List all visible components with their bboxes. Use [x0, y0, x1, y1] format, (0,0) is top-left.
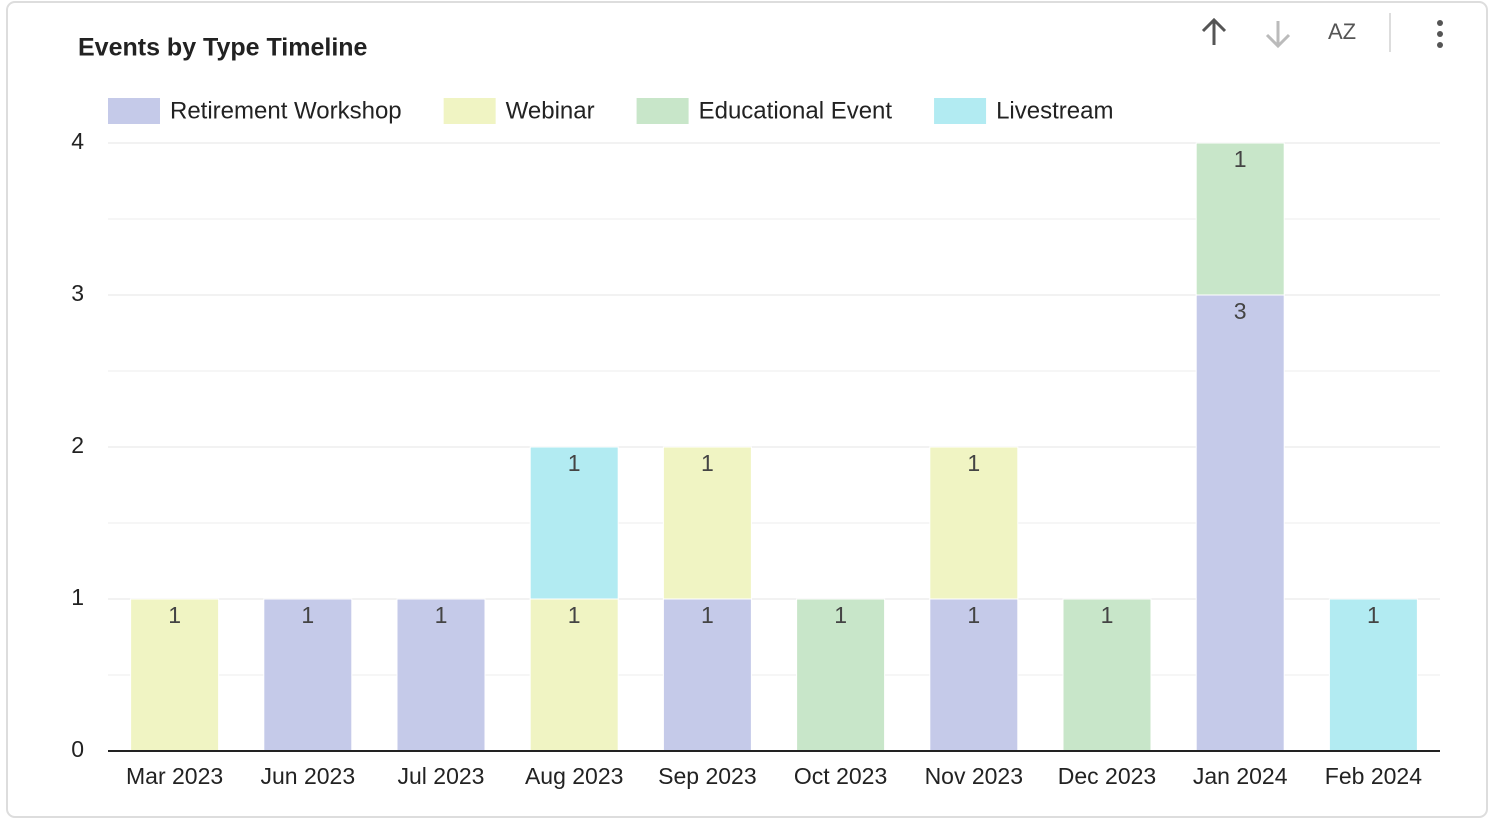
x-tick-label: Aug 2023: [525, 763, 623, 789]
bar-segment: [529, 446, 619, 600]
sort-ascending[interactable]: [1201, 17, 1227, 45]
data-label: 1: [168, 602, 181, 628]
legend-swatch: [636, 98, 689, 124]
y-tick-label: 4: [71, 128, 84, 154]
legend-swatch: [443, 98, 496, 124]
data-label: 1: [834, 602, 847, 628]
y-tick-label: 3: [71, 280, 84, 306]
x-tick-label: Nov 2023: [925, 763, 1023, 789]
y-tick-label: 1: [71, 584, 84, 610]
data-label: 1: [701, 450, 714, 476]
legend-label: Webinar: [506, 97, 595, 124]
bar-segment: [662, 446, 752, 600]
data-label: 1: [568, 450, 581, 476]
data-label: 1: [1101, 602, 1114, 628]
bar-segment: [130, 598, 220, 752]
bar-segment: [929, 598, 1019, 752]
y-tick-label: 2: [71, 432, 84, 458]
legend-label: Livestream: [996, 97, 1113, 124]
legend-swatch: [934, 98, 987, 124]
data-label: 1: [701, 602, 714, 628]
legend-swatch: [108, 98, 160, 124]
data-label: 1: [1367, 602, 1380, 628]
legend-label: Retirement Workshop: [170, 97, 402, 124]
more-menu[interactable]: [1437, 20, 1443, 48]
sort-descending[interactable]: [1265, 21, 1291, 49]
bar-segment: [1195, 294, 1285, 752]
bar-segment: [1328, 598, 1418, 752]
data-label: 1: [568, 602, 581, 628]
data-label: 1: [435, 602, 448, 628]
legend-label: Educational Event: [699, 97, 893, 124]
bar-segment: [929, 446, 1019, 600]
data-label: 1: [1234, 146, 1247, 172]
chart-title: Events by Type Timeline: [78, 34, 368, 62]
x-tick-label: Jun 2023: [260, 763, 355, 789]
data-label: 1: [967, 602, 980, 628]
x-tick-label: Feb 2024: [1325, 763, 1422, 789]
bar-segment: [529, 598, 619, 752]
data-label: 1: [301, 602, 314, 628]
data-label: 3: [1234, 298, 1247, 324]
data-label: 1: [967, 450, 980, 476]
x-tick-label: Oct 2023: [794, 763, 887, 789]
x-tick-label: Jan 2024: [1193, 763, 1288, 789]
y-tick-label: 0: [71, 736, 84, 762]
x-tick-label: Sep 2023: [658, 763, 756, 789]
bar-segment: [662, 598, 752, 752]
x-tick-label: Mar 2023: [126, 763, 223, 789]
sort-alpha[interactable]: AZ: [1328, 19, 1356, 44]
x-tick-label: Dec 2023: [1058, 763, 1156, 789]
bar-segment: [1195, 142, 1285, 296]
x-tick-label: Jul 2023: [398, 763, 485, 789]
bar-segment: [1062, 598, 1152, 752]
